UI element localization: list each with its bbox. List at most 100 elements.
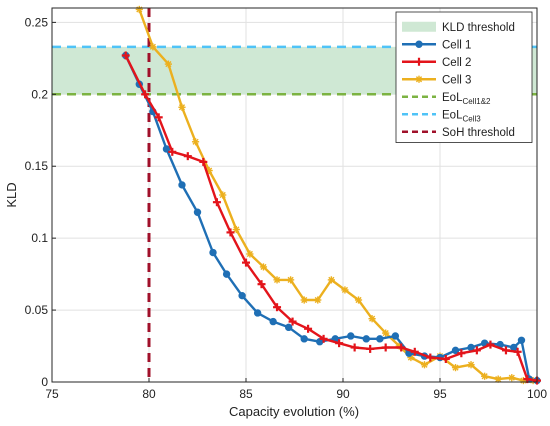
data-point-cell-3 [259, 263, 268, 271]
plot-frame [51, 7, 538, 383]
data-point-cell-3 [382, 329, 390, 337]
data-point-cell-1 [510, 343, 518, 352]
data-point-cell-1 [391, 332, 400, 340]
data-point-cell-2 [319, 334, 328, 343]
legend-label: Cell 1 [442, 39, 471, 51]
data-point-cell-2 [350, 343, 359, 352]
data-point-cell-1 [209, 248, 217, 257]
data-point-cell-2 [366, 344, 375, 353]
series-layer [121, 5, 541, 385]
legend-item: SoH threshold [402, 127, 515, 139]
data-point-cell-3 [246, 250, 254, 258]
data-point-cell-3 [191, 138, 200, 146]
data-point-cell-2 [199, 157, 208, 166]
x-tick-label: 75 [45, 387, 59, 401]
data-point-cell-1 [347, 332, 355, 340]
legend-marker [415, 40, 423, 48]
x-tick-label: 80 [142, 387, 156, 401]
legend-marker [415, 75, 423, 83]
data-point-cell-2 [257, 280, 266, 289]
data-point-cell-2 [141, 90, 150, 99]
data-point-cell-2 [426, 353, 435, 362]
legend-item: KLD threshold [402, 21, 515, 34]
data-point-cell-1 [269, 317, 277, 326]
x-tick-label: 90 [336, 387, 350, 401]
x-axis: 75 80 85 90 95 100 [45, 378, 547, 401]
data-point-cell-3 [451, 364, 460, 372]
data-point-cell-2 [472, 346, 481, 355]
data-point-cell-3 [481, 372, 489, 380]
data-point-cell-1 [253, 309, 262, 317]
legend-item: Cell 1 [402, 39, 471, 51]
series-cell-2 [121, 51, 541, 385]
data-point-cell-1 [284, 323, 293, 332]
y-axis-label: KLD [4, 182, 19, 207]
x-axis-label: Capacity evolution (%) [229, 404, 359, 419]
data-point-cell-3 [300, 296, 308, 304]
legend-label: SoH threshold [442, 127, 515, 139]
data-point-cell-1 [300, 335, 308, 343]
data-point-cell-3 [420, 361, 429, 369]
y-tick-label: 0.05 [25, 303, 49, 317]
data-point-cell-1 [178, 181, 186, 189]
data-point-cell-2 [273, 303, 282, 312]
data-point-cell-3 [467, 361, 475, 369]
data-point-cell-3 [219, 191, 227, 199]
data-point-cell-3 [354, 296, 363, 304]
legend-item: Cell 3 [402, 74, 471, 86]
x-tick-label: 95 [433, 387, 447, 401]
legend-item: Cell 2 [402, 57, 471, 69]
data-point-cell-1 [376, 335, 384, 343]
data-point-cell-2 [335, 339, 344, 348]
data-point-cell-1 [238, 291, 246, 300]
x-tick-label: 85 [239, 387, 253, 401]
data-point-cell-3 [164, 60, 172, 68]
data-point-cell-2 [441, 354, 450, 363]
reference-lines [52, 8, 537, 382]
data-point-cell-3 [368, 315, 376, 323]
x-tick-label: 100 [527, 387, 547, 401]
data-point-cell-2 [183, 152, 192, 161]
data-point-cell-3 [341, 286, 349, 294]
legend-swatch [402, 21, 436, 32]
data-point-cell-2 [154, 113, 163, 122]
legend-label: Cell 2 [442, 57, 471, 69]
data-point-cell-1 [362, 335, 370, 343]
data-point-cell-2 [513, 347, 522, 356]
data-point-cell-2 [304, 324, 313, 333]
legend-label: KLD threshold [442, 22, 515, 34]
data-point-cell-3 [135, 5, 143, 14]
data-point-cell-2 [381, 343, 390, 352]
data-point-cell-2 [226, 228, 235, 237]
legend-marker [415, 57, 423, 66]
data-point-cell-3 [327, 276, 335, 284]
y-axis: 0 0.05 0.1 0.15 0.2 0.25 [25, 15, 56, 389]
y-tick-label: 0.2 [31, 87, 48, 101]
data-point-cell-3 [273, 276, 281, 284]
data-point-cell-2 [397, 343, 406, 352]
data-point-cell-2 [121, 51, 130, 60]
data-point-cell-1 [451, 346, 460, 355]
data-point-cell-2 [457, 349, 466, 358]
data-point-cell-3 [149, 43, 157, 51]
data-point-cell-1 [162, 145, 171, 153]
data-point-cell-2 [242, 258, 250, 267]
data-point-cell-2 [410, 347, 419, 356]
y-tick-label: 0.25 [25, 15, 49, 29]
data-point-cell-2 [212, 198, 221, 207]
data-point-cell-3 [287, 276, 295, 284]
y-tick-label: 0 [41, 375, 48, 389]
data-point-cell-1 [222, 270, 231, 278]
y-tick-label: 0.15 [25, 159, 49, 173]
data-point-cell-2 [288, 317, 297, 326]
data-point-cell-2 [501, 346, 510, 355]
data-point-cell-2 [486, 340, 495, 349]
data-point-cell-1 [517, 336, 526, 344]
legend-label: Cell 3 [442, 74, 471, 86]
data-point-cell-3 [314, 296, 322, 304]
data-point-cell-3 [232, 225, 240, 234]
y-tick-label: 0.1 [31, 231, 48, 245]
data-point-cell-3 [178, 103, 186, 111]
